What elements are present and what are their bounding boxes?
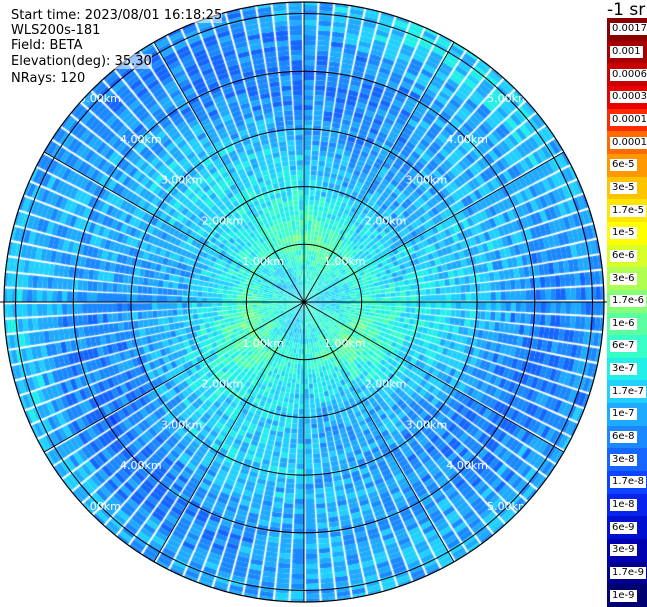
azimuth-spoke — [153, 301, 305, 563]
field-label: Field: BETA — [11, 38, 83, 53]
colorbar-tick-label: 1.7e-6 — [610, 295, 647, 308]
colorbar-tick-label: 6e-8 — [610, 431, 637, 444]
colorbar-tick-label: 0.0003 — [610, 91, 647, 104]
colorbar-tick-label: 1e-8 — [610, 499, 637, 512]
colorbar: 0.0017 0.001 0.0006 0.0003 0.00017 0.0001 6e-5… — [607, 18, 647, 607]
colorbar-tick-label: 1.7e-7 — [610, 385, 647, 398]
range-ring-label: 1.00km — [242, 337, 284, 350]
colorbar-tick-label: 0.001 — [610, 45, 643, 58]
range-ring-label: 3.00km — [406, 418, 448, 431]
elevation-label: Elevation(deg): 35.30 — [11, 54, 152, 69]
range-ring-label: 4.00km — [120, 133, 162, 146]
azimuth-spoke — [153, 41, 305, 303]
range-ring-label: 4.00km — [446, 459, 488, 472]
range-ring-label: 5.00km — [487, 92, 529, 105]
range-ring-label: 1.00km — [242, 255, 284, 268]
range-ring-label: 3.00km — [161, 174, 203, 187]
colorbar-tick-label: 6e-7 — [610, 340, 637, 353]
range-ring-label: 2.00km — [202, 378, 244, 391]
range-ring-label: 5.00km — [79, 500, 121, 513]
range-ring-label: 3.00km — [406, 174, 448, 187]
colorbar-tick-label: 3e-9 — [610, 544, 637, 557]
colorbar-unit: -1 sr — [607, 0, 646, 20]
colorbar-tick-label: 3e-5 — [610, 181, 637, 194]
range-ring-label: 3.00km — [161, 418, 203, 431]
azimuth-spoke — [43, 301, 305, 453]
range-ring-label: 4.00km — [446, 133, 488, 146]
nrays-label: NRays: 120 — [11, 71, 86, 86]
colorbar-tick-label: 1.7e-9 — [610, 567, 647, 580]
colorbar-tick-label: 1e-6 — [610, 317, 637, 330]
colorbar-tick-label: 0.0006 — [610, 68, 647, 81]
instrument-label: WLS200s-181 — [11, 23, 101, 38]
range-ring-label: 5.00km — [79, 92, 121, 105]
colorbar-tick-label: 1e-5 — [610, 227, 637, 240]
range-ring-label: 2.00km — [365, 214, 407, 227]
colorbar-tick-label: 6e-5 — [610, 159, 637, 172]
range-ring-label: 5.00km — [487, 500, 529, 513]
colorbar-tick-label: 0.0017 — [610, 23, 647, 36]
start-time-label: Start time: 2023/08/01 16:18:25 — [11, 8, 223, 23]
range-ring-label: 1.00km — [324, 337, 366, 350]
azimuth-spoke — [303, 151, 565, 303]
azimuth-spoke — [303, 41, 455, 303]
range-ring-label: 2.00km — [202, 214, 244, 227]
range-ring-label: 1.00km — [324, 255, 366, 268]
colorbar-tick-label: 6e-9 — [610, 521, 637, 534]
colorbar-tick-label: 3e-8 — [610, 453, 637, 466]
ppi-overlay: 1.00km 1.00km 1.00km 1.00km 2.00km 2.00km 2.00… — [0, 1, 607, 603]
azimuth-spoke — [303, 301, 565, 453]
colorbar-tick-label: 1e-9 — [610, 589, 637, 602]
colorbar-tick-label: 1.7e-5 — [610, 204, 647, 217]
colorbar-tick-label: 3e-7 — [610, 363, 637, 376]
range-ring-label: 2.00km — [365, 378, 407, 391]
colorbar-tick-label: 1.7e-8 — [610, 476, 647, 489]
colorbar-tick-label: 6e-6 — [610, 249, 637, 262]
colorbar-tick-label: 1e-7 — [610, 408, 637, 421]
colorbar-tick-label: 3e-6 — [610, 272, 637, 285]
colorbar-tick-label: 0.0001 — [610, 136, 647, 149]
azimuth-spoke — [303, 301, 455, 563]
range-ring-label: 4.00km — [120, 459, 162, 472]
azimuth-spoke — [43, 151, 305, 303]
colorbar-tick-label: 0.00017 — [610, 113, 647, 126]
